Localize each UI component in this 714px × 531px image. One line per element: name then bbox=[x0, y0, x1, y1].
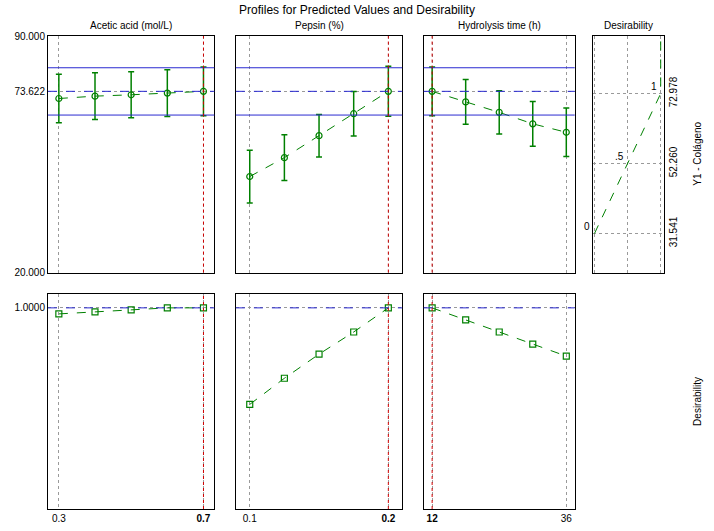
svg-text:0: 0 bbox=[584, 221, 590, 232]
svg-text:90.000: 90.000 bbox=[14, 31, 45, 42]
svg-text:Pepsin (%): Pepsin (%) bbox=[295, 20, 344, 31]
svg-text:Acetic acid (mol/L): Acetic acid (mol/L) bbox=[90, 20, 172, 31]
svg-text:0.7: 0.7 bbox=[197, 513, 211, 524]
svg-text:31.541: 31.541 bbox=[668, 216, 679, 247]
svg-text:1.0000: 1.0000 bbox=[14, 302, 45, 313]
svg-text:.5: .5 bbox=[615, 151, 624, 162]
svg-text:Desirability: Desirability bbox=[604, 20, 653, 31]
svg-text:Desirability: Desirability bbox=[692, 377, 703, 426]
svg-text:36: 36 bbox=[561, 513, 573, 524]
svg-text:0.2: 0.2 bbox=[381, 513, 395, 524]
svg-text:0.3: 0.3 bbox=[52, 513, 66, 524]
svg-text:12: 12 bbox=[427, 513, 439, 524]
svg-text:73.622: 73.622 bbox=[14, 86, 45, 97]
svg-text:Hydrolysis time (h): Hydrolysis time (h) bbox=[458, 20, 541, 31]
svg-text:52.260: 52.260 bbox=[668, 146, 679, 177]
svg-text:72.978: 72.978 bbox=[668, 76, 679, 107]
svg-text:Profiles for Predicted Values: Profiles for Predicted Values and Desira… bbox=[239, 3, 475, 17]
svg-text:20.000: 20.000 bbox=[14, 267, 45, 278]
svg-text:0.1: 0.1 bbox=[243, 513, 257, 524]
svg-text:1: 1 bbox=[651, 81, 657, 92]
svg-text:Y1 - Colágeno: Y1 - Colágeno bbox=[692, 121, 703, 185]
